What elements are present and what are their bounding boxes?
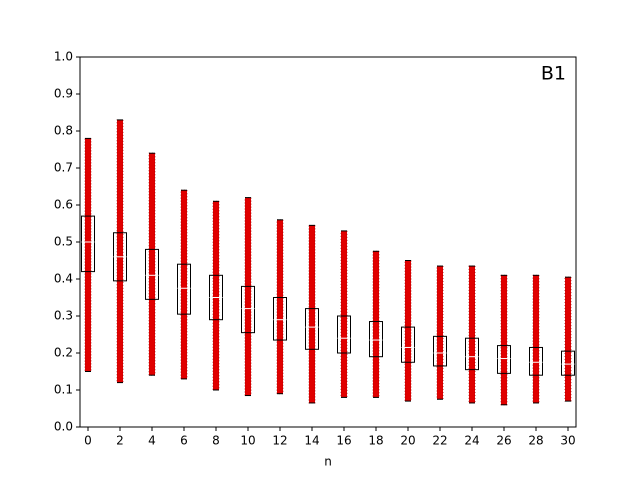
box [529, 346, 543, 376]
points-range [404, 260, 412, 402]
y-tick-label: 0.3 [54, 309, 73, 323]
box [273, 297, 287, 341]
x-tick-label: 4 [148, 434, 156, 448]
x-axis-label: n [324, 455, 332, 469]
annotation: B1 [541, 63, 566, 85]
box [401, 326, 415, 363]
y-tick-label: 0.9 [54, 87, 73, 101]
points-range [340, 230, 348, 398]
box [305, 308, 319, 350]
y-tick-label: 1.0 [54, 50, 73, 64]
points-range [372, 250, 380, 398]
y-tick-label: 0.5 [54, 235, 73, 249]
x-tick-label: 30 [560, 434, 575, 448]
box [241, 285, 255, 334]
points-range [180, 189, 188, 380]
y-tick-label: 0.8 [54, 124, 73, 138]
box [337, 315, 351, 354]
y-tick-label: 0.7 [54, 161, 73, 175]
box [465, 337, 479, 371]
points-range [564, 276, 572, 402]
x-tick-label: 26 [496, 434, 511, 448]
box [561, 350, 575, 376]
x-tick-label: 24 [464, 434, 479, 448]
y-tick-label: 0.1 [54, 383, 73, 397]
y-tick-label: 0.0 [54, 420, 73, 434]
box [433, 335, 447, 367]
x-tick-label: 6 [180, 434, 188, 448]
x-tick-label: 22 [432, 434, 447, 448]
x-tick-label: 8 [212, 434, 220, 448]
points-range [468, 265, 476, 404]
box [369, 321, 383, 358]
x-tick-label: 16 [336, 434, 351, 448]
x-tick-label: 12 [272, 434, 287, 448]
points-range [244, 197, 252, 396]
x-tick-label: 18 [368, 434, 383, 448]
points-range [532, 274, 540, 404]
x-tick-label: 20 [400, 434, 415, 448]
points-range [116, 119, 124, 384]
box [497, 345, 511, 374]
y-tick-label: 0.4 [54, 272, 73, 286]
points-range [84, 137, 92, 372]
points-range [500, 274, 508, 406]
x-tick-label: 28 [528, 434, 543, 448]
y-tick-label: 0.6 [54, 198, 73, 212]
x-tick-label: 0 [84, 434, 92, 448]
points-range [212, 200, 220, 391]
y-tick-label: 0.2 [54, 346, 73, 360]
x-tick-label: 14 [304, 434, 319, 448]
plot-frame [79, 56, 577, 428]
points-range [148, 152, 156, 376]
points-range [276, 219, 284, 395]
box [177, 263, 191, 315]
points-range [436, 265, 444, 400]
x-tick-label: 10 [240, 434, 255, 448]
box [81, 215, 95, 273]
points-range [308, 224, 316, 404]
x-tick-label: 2 [116, 434, 124, 448]
box [145, 248, 159, 300]
